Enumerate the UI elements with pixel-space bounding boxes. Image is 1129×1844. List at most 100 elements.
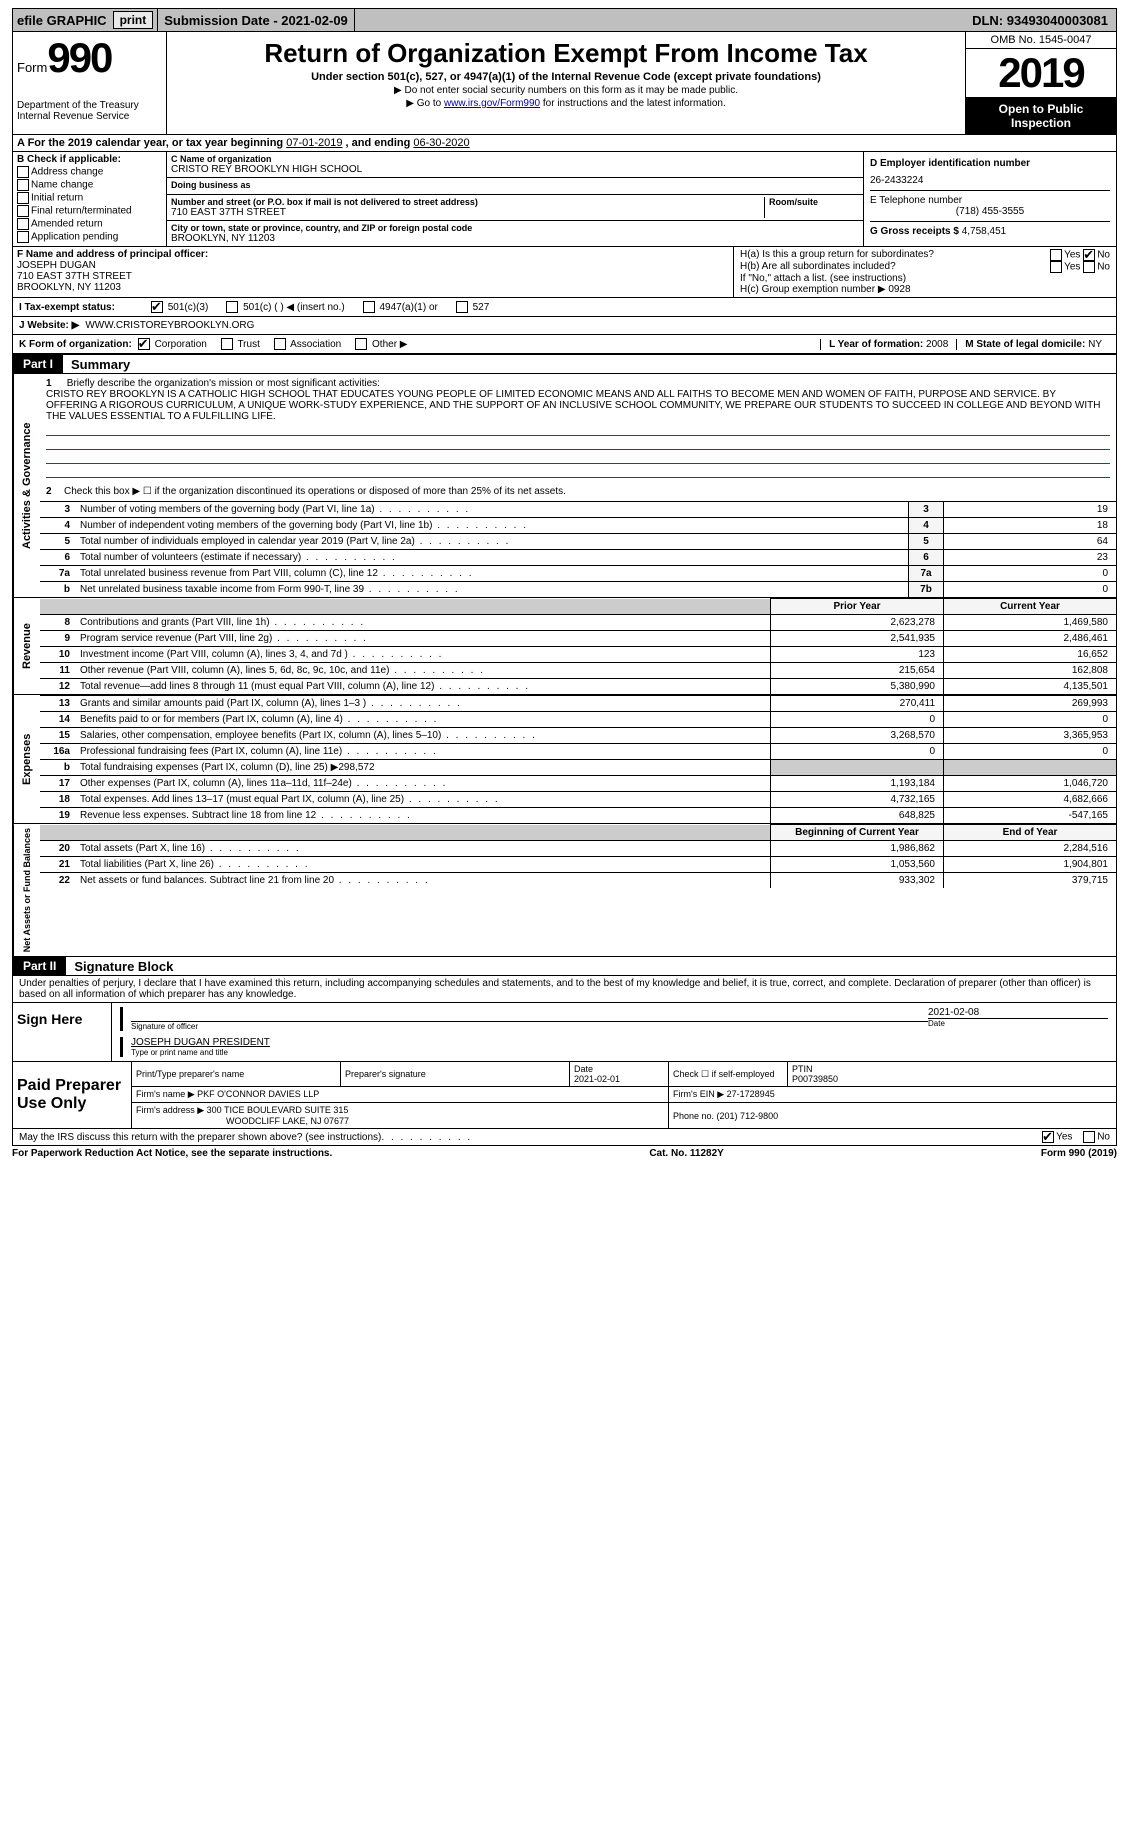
section-b-label: B Check if applicable: xyxy=(17,154,162,165)
checkbox-line: Final return/terminated xyxy=(17,205,162,217)
table-row: 10Investment income (Part VIII, column (… xyxy=(40,647,1116,663)
phone-label: E Telephone number xyxy=(870,195,1110,206)
org-form-checkbox[interactable] xyxy=(355,338,367,350)
officer-street: 710 EAST 37TH STREET xyxy=(17,271,729,282)
checkbox[interactable] xyxy=(17,205,29,217)
line-value: 0 xyxy=(944,566,1117,582)
line-label: Other revenue (Part VIII, column (A), li… xyxy=(76,663,771,679)
yes-label: Yes xyxy=(1064,250,1080,261)
current-value: 2,284,516 xyxy=(944,841,1117,857)
sig-name: JOSEPH DUGAN PRESIDENT xyxy=(131,1037,1108,1048)
form-org-label: K Form of organization: xyxy=(19,339,132,350)
table-row: 13Grants and similar amounts paid (Part … xyxy=(40,696,1116,712)
table-row: 9Program service revenue (Part VIII, lin… xyxy=(40,631,1116,647)
tax-year-end: 06-30-2020 xyxy=(413,137,469,149)
line-label: Total revenue—add lines 8 through 11 (mu… xyxy=(76,679,771,695)
website-value: WWW.CRISTOREYBROOKLYN.ORG xyxy=(85,320,254,331)
street-value: 710 EAST 37TH STREET xyxy=(171,207,764,218)
omb-number: OMB No. 1545-0047 xyxy=(966,32,1116,49)
prior-value: 2,623,278 xyxy=(771,615,944,631)
footer-form-year: (2019) xyxy=(1085,1148,1117,1159)
note-link: ▶ Go to www.irs.gov/Form990 for instruct… xyxy=(173,98,959,109)
table-row: 7aTotal unrelated business revenue from … xyxy=(40,566,1116,582)
org-form-checkbox[interactable] xyxy=(138,338,150,350)
governance-table: 3Number of voting members of the governi… xyxy=(40,501,1116,597)
checkbox[interactable] xyxy=(17,179,29,191)
city-label: City or town, state or province, country… xyxy=(171,223,859,233)
line-num: 17 xyxy=(40,776,76,792)
org-form-checkbox[interactable] xyxy=(221,338,233,350)
firm-addr-label: Firm's address ▶ xyxy=(136,1105,204,1115)
line-num: 6 xyxy=(40,550,76,566)
table-row: 22Net assets or fund balances. Subtract … xyxy=(40,873,1116,889)
prior-value: 1,053,560 xyxy=(771,857,944,873)
end-year-header: End of Year xyxy=(944,825,1117,841)
org-form-checkbox[interactable] xyxy=(274,338,286,350)
header-left: Form990 Department of the Treasury Inter… xyxy=(13,32,167,134)
year-formation-label: L Year of formation: xyxy=(829,339,926,350)
discuss-yes-checkbox[interactable] xyxy=(1042,1131,1054,1143)
section-f: F Name and address of principal officer:… xyxy=(13,247,734,297)
tax-status-checkbox[interactable] xyxy=(151,301,163,313)
table-row: 16aProfessional fundraising fees (Part I… xyxy=(40,744,1116,760)
line-box: 3 xyxy=(909,502,944,518)
line-box: 7b xyxy=(909,582,944,598)
state-domicile-label: M State of legal domicile: xyxy=(965,339,1088,350)
checkbox[interactable] xyxy=(17,166,29,178)
line-num: 18 xyxy=(40,792,76,808)
firm-name-label: Firm's name ▶ xyxy=(136,1089,195,1099)
sig-date: 2021-02-08 xyxy=(928,1007,1108,1018)
prior-value: 0 xyxy=(771,744,944,760)
current-value: 1,904,801 xyxy=(944,857,1117,873)
tax-status-checkbox[interactable] xyxy=(363,301,375,313)
prior-value: 4,732,165 xyxy=(771,792,944,808)
part-1-header: Part I Summary xyxy=(12,354,1117,374)
net-assets-side-label: Net Assets or Fund Balances xyxy=(13,824,40,956)
discuss-no-checkbox[interactable] xyxy=(1083,1131,1095,1143)
checkbox-label: Amended return xyxy=(31,219,103,230)
prior-value: 1,193,184 xyxy=(771,776,944,792)
irs-link[interactable]: www.irs.gov/Form990 xyxy=(444,98,540,109)
line-num: 21 xyxy=(40,857,76,873)
hb-no-checkbox[interactable] xyxy=(1083,261,1095,273)
begin-year-header: Beginning of Current Year xyxy=(771,825,944,841)
firm-ein-label: Firm's EIN ▶ xyxy=(673,1089,724,1099)
prep-sig-label: Preparer's signature xyxy=(341,1062,570,1087)
dln-value: 93493040003081 xyxy=(1007,13,1108,28)
ein-value: 26-2433224 xyxy=(870,175,1110,186)
checkbox[interactable] xyxy=(17,231,29,243)
section-b: B Check if applicable: Address changeNam… xyxy=(13,152,167,246)
tax-status-checkbox[interactable] xyxy=(226,301,238,313)
print-button[interactable]: print xyxy=(113,11,154,29)
sign-here-label: Sign Here xyxy=(13,1003,112,1061)
ha-no-checkbox[interactable] xyxy=(1083,249,1095,261)
ha-yes-checkbox[interactable] xyxy=(1050,249,1062,261)
underline xyxy=(46,423,1110,436)
org-form-label: Association xyxy=(290,339,341,350)
prior-value: 2,541,935 xyxy=(771,631,944,647)
h-a-label: H(a) Is this a group return for subordin… xyxy=(740,249,1050,260)
no-label: No xyxy=(1097,262,1110,273)
table-row: 3Number of voting members of the governi… xyxy=(40,502,1116,518)
table-row: 11Other revenue (Part VIII, column (A), … xyxy=(40,663,1116,679)
section-j: J Website: ▶ WWW.CRISTOREYBROOKLYN.ORG xyxy=(12,317,1117,335)
current-value: 0 xyxy=(944,712,1117,728)
row-a-mid: , and ending xyxy=(346,137,414,149)
line-num: 8 xyxy=(40,615,76,631)
preparer-block: Paid Preparer Use Only Print/Type prepar… xyxy=(12,1062,1117,1129)
tax-status-checkbox[interactable] xyxy=(456,301,468,313)
checkbox[interactable] xyxy=(17,218,29,230)
current-value: 16,652 xyxy=(944,647,1117,663)
underline xyxy=(46,465,1110,478)
checkbox-line: Amended return xyxy=(17,218,162,230)
gross-receipts-label: G Gross receipts $ xyxy=(870,226,962,237)
cat-no: Cat. No. 11282Y xyxy=(649,1148,723,1159)
tax-year-begin: 07-01-2019 xyxy=(286,137,342,149)
mission-label: Briefly describe the organization's miss… xyxy=(67,378,380,389)
firm-name: PKF O'CONNOR DAVIES LLP xyxy=(197,1089,319,1099)
firm-addr1: 300 TICE BOULEVARD SUITE 315 xyxy=(207,1105,349,1115)
checkbox[interactable] xyxy=(17,192,29,204)
officer-label: F Name and address of principal officer: xyxy=(17,249,729,260)
section-h: H(a) Is this a group return for subordin… xyxy=(734,247,1116,297)
hb-yes-checkbox[interactable] xyxy=(1050,261,1062,273)
